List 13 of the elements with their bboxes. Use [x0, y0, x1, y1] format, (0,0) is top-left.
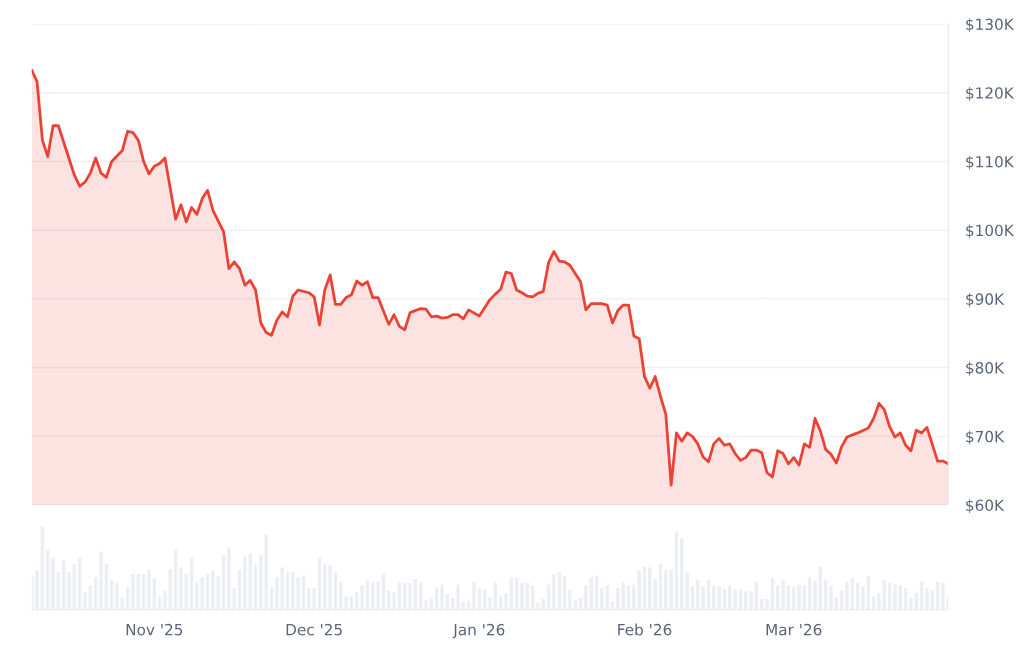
y-tick-label: $60K: [966, 499, 1005, 514]
y-tick-label: $110K: [966, 155, 1015, 170]
x-tick-label: Feb '26: [618, 623, 672, 636]
x-tick-label: Mar '26: [766, 623, 822, 636]
y-tick-label: $120K: [966, 86, 1015, 101]
y-tick-label: $80K: [966, 361, 1005, 376]
y-tick-label: $70K: [966, 430, 1005, 445]
x-tick-label: Jan '26: [452, 623, 505, 639]
y-tick-label: $100K: [966, 224, 1015, 239]
y-tick-label: $90K: [966, 293, 1005, 307]
x-tick-label: Nov '25: [126, 623, 183, 636]
y-tick-label: $130K: [966, 18, 1015, 33]
x-tick-label: Dec '25: [286, 623, 342, 636]
